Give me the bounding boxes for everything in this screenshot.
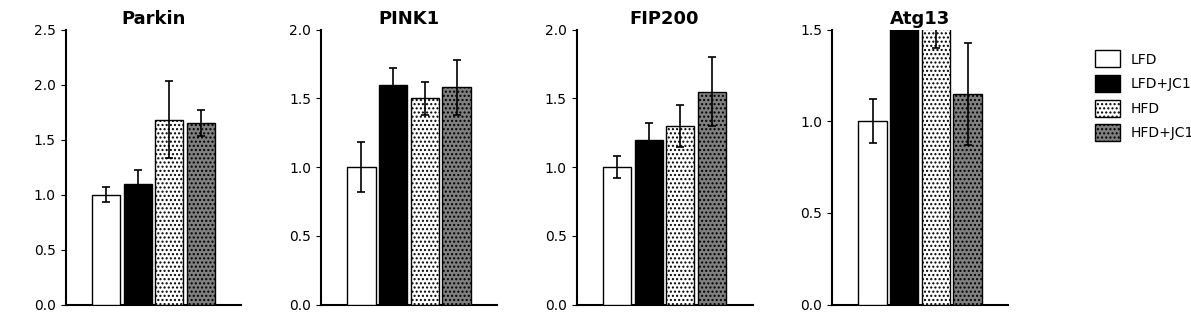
Bar [155, 120, 183, 305]
Title: FIP200: FIP200 [630, 10, 699, 28]
Bar [187, 123, 216, 305]
Bar [92, 195, 120, 305]
Title: Parkin: Parkin [121, 10, 186, 28]
Bar [666, 126, 694, 305]
Bar [922, 8, 950, 305]
Title: PINK1: PINK1 [379, 10, 439, 28]
Bar [442, 87, 470, 305]
Bar [635, 140, 662, 305]
Bar [698, 92, 727, 305]
Bar [890, 0, 918, 305]
Bar [603, 167, 631, 305]
Bar [124, 184, 151, 305]
Bar [859, 121, 886, 305]
Bar [954, 94, 981, 305]
Title: Atg13: Atg13 [890, 10, 950, 28]
Legend: LFD, LFD+JC1-40, HFD, HFD+JC1-40: LFD, LFD+JC1-40, HFD, HFD+JC1-40 [1089, 45, 1191, 147]
Bar [348, 167, 375, 305]
Bar [379, 85, 407, 305]
Bar [411, 98, 439, 305]
